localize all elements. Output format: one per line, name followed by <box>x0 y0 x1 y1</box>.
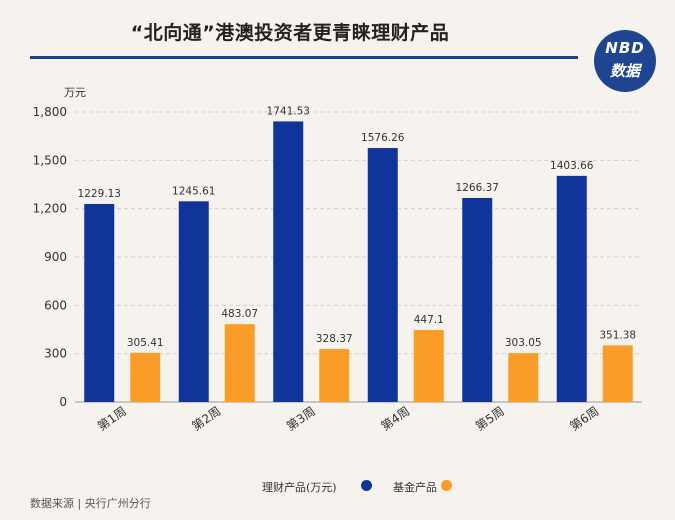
bar-wealth <box>84 203 115 402</box>
legend-swatch-wealth <box>361 480 372 491</box>
bar-wealth <box>462 197 493 402</box>
bar-fund <box>319 349 350 402</box>
y-tick-label: 1,800 <box>33 105 67 119</box>
data-label: 303.05 <box>505 337 542 349</box>
data-label: 1576.26 <box>361 132 405 144</box>
y-axis-unit-label: 万元 <box>64 86 86 99</box>
logo-text-data: 数据 <box>609 62 640 80</box>
y-tick-label: 1,200 <box>33 202 67 216</box>
data-source-note: 数据来源 | 央行广州分行 <box>30 497 151 510</box>
chart-title: “北向通”港澳投资者更青睐理财产品 <box>130 22 450 44</box>
bar-fund <box>413 329 444 402</box>
bar-wealth <box>367 148 398 402</box>
data-label: 1741.53 <box>267 105 310 117</box>
bar-fund <box>130 352 161 402</box>
bar-fund <box>508 353 539 402</box>
legend-label-fund: 基金产品 <box>393 481 437 494</box>
y-tick-label: 900 <box>44 250 67 264</box>
data-label: 305.41 <box>127 337 164 349</box>
data-label: 1229.13 <box>78 188 121 200</box>
data-label: 483.07 <box>221 308 258 320</box>
data-label: 351.38 <box>599 329 636 341</box>
x-tick-label: 第2周 <box>189 404 223 434</box>
bar-wealth <box>556 175 587 402</box>
bar-wealth <box>178 201 209 402</box>
bar-fund <box>602 345 633 402</box>
x-tick-label: 第1周 <box>95 404 129 434</box>
y-tick-label: 300 <box>44 347 67 361</box>
data-label: 1245.61 <box>172 185 215 197</box>
bar-fund <box>224 324 255 402</box>
legend-label-wealth: 理财产品(万元) <box>262 481 337 494</box>
x-tick-label: 第6周 <box>567 404 601 434</box>
nbd-logo: NBD 数据 <box>594 30 656 92</box>
data-label: 1403.66 <box>550 160 594 172</box>
x-tick-label: 第4周 <box>378 404 412 434</box>
y-tick-label: 600 <box>44 298 67 312</box>
x-tick-label: 第5周 <box>473 404 507 434</box>
legend: 理财产品(万元) 基金产品 <box>0 476 675 496</box>
data-label: 1266.37 <box>456 182 499 194</box>
title-underline <box>30 56 578 59</box>
data-label: 447.1 <box>414 314 444 326</box>
data-label: 328.37 <box>316 333 353 345</box>
y-tick-label: 0 <box>59 395 67 409</box>
bar-wealth <box>273 121 304 402</box>
logo-text-nbd: NBD <box>605 39 645 57</box>
legend-swatch-fund <box>441 480 452 491</box>
x-tick-label: 第3周 <box>284 404 318 434</box>
y-tick-label: 1,500 <box>33 153 67 167</box>
